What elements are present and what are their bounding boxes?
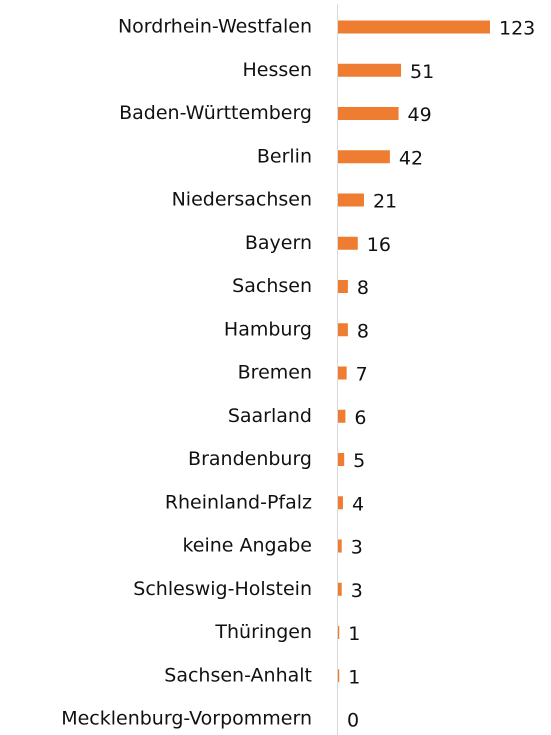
value-label: 123 [499, 18, 535, 40]
bar [338, 323, 348, 337]
category-label: keine Angabe [182, 535, 312, 557]
category-label: Berlin [257, 145, 312, 167]
value-label: 8 [357, 320, 369, 342]
bar [338, 280, 348, 293]
bar [338, 63, 402, 77]
value-label: 3 [351, 537, 363, 559]
value-label: 8 [357, 277, 369, 299]
value-label: 6 [354, 407, 366, 429]
category-label: Sachsen-Anhalt [164, 664, 312, 686]
category-label: Brandenburg [188, 448, 312, 470]
category-label: Sachsen [232, 275, 312, 297]
value-label: 21 [373, 191, 397, 213]
category-label: Thüringen [214, 621, 312, 643]
bar [338, 150, 390, 164]
value-label: 42 [399, 147, 423, 169]
category-label: Saarland [228, 405, 312, 427]
value-label: 1 [348, 623, 360, 645]
bar [338, 453, 345, 466]
bar [338, 20, 490, 34]
bar [338, 409, 346, 423]
value-label: 3 [351, 580, 363, 602]
category-label: Bayern [245, 232, 312, 254]
category-label: Rheinland-Pfalz [165, 491, 312, 513]
category-label: Nordrhein-Westfalen [118, 16, 312, 38]
category-label: Baden-Württemberg [119, 102, 312, 124]
value-label: 7 [356, 364, 368, 386]
value-label: 0 [347, 710, 359, 732]
category-label: Schleswig-Holstein [133, 578, 312, 600]
value-label: 1 [348, 666, 360, 688]
bar [338, 539, 342, 553]
value-label: 4 [352, 493, 364, 515]
value-label: 16 [367, 234, 391, 256]
category-label: Mecklenburg-Vorpommern [61, 708, 312, 730]
bar [338, 669, 340, 683]
bar [338, 193, 364, 207]
value-label: 5 [353, 450, 365, 472]
bar [338, 582, 342, 596]
category-label: Hessen [242, 59, 312, 81]
bar [338, 236, 358, 250]
bar [338, 107, 399, 120]
bar [338, 626, 340, 639]
category-label: Hamburg [224, 318, 312, 340]
bar [338, 496, 343, 510]
category-label: Bremen [238, 362, 312, 384]
value-label: 51 [410, 61, 434, 83]
value-label: 49 [408, 104, 432, 126]
category-label: Niedersachsen [172, 189, 312, 211]
bar [338, 366, 347, 380]
